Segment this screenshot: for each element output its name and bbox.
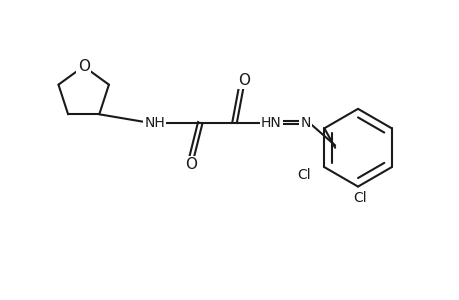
Text: O: O: [237, 73, 249, 88]
Text: O: O: [185, 157, 197, 172]
Text: N: N: [300, 116, 310, 130]
Text: Cl: Cl: [297, 168, 310, 182]
Text: NH: NH: [144, 116, 165, 130]
Text: Cl: Cl: [353, 191, 366, 205]
Text: HN: HN: [260, 116, 281, 130]
Text: O: O: [78, 59, 90, 74]
